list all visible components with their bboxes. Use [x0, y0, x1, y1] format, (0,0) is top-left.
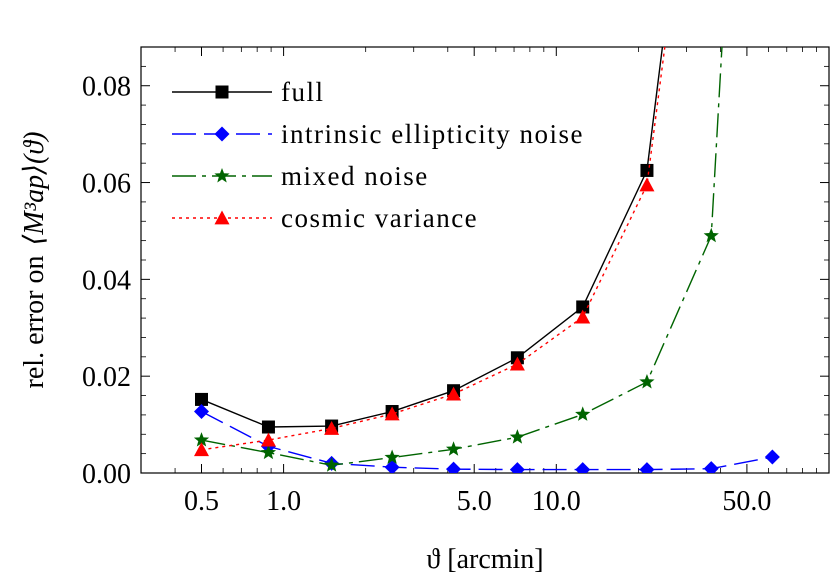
svg-text:rel. error on⟨M³ap⟩(ϑ): rel. error on ⟨M³ap⟩(ϑ): [19, 132, 50, 389]
legend-item-cosmic-variance: cosmic variance: [172, 203, 478, 233]
data-point-intrinsic-ellipticity-noise: [764, 449, 780, 465]
x-tick-label: 10.0: [532, 486, 581, 517]
legend-label-mixed-noise: mixed noise: [281, 161, 429, 191]
data-point-cosmic-variance: [639, 177, 655, 192]
data-point-cosmic-variance: [193, 442, 209, 457]
data-point-cosmic-variance: [260, 432, 276, 447]
y-axis-title: rel. error on ⟨M³ap⟩(ϑ): [19, 132, 50, 389]
series-line-mixed-noise: [201, 47, 723, 466]
legend-marker-intrinsic-ellipticity-noise: [214, 126, 230, 142]
data-point-mixed-noise: [639, 373, 655, 389]
data-point-intrinsic-ellipticity-noise: [193, 404, 209, 420]
data-point-mixed-noise: [509, 429, 525, 444]
data-point-mixed-noise: [703, 227, 719, 243]
data-point-mixed-noise: [445, 441, 462, 456]
x-tick-label: 50.0: [722, 486, 771, 517]
x-tick-label: 1.0: [266, 486, 301, 517]
data-point-mixed-noise: [324, 457, 340, 472]
data-point-intrinsic-ellipticity-noise: [575, 462, 591, 473]
data-point-intrinsic-ellipticity-noise: [703, 461, 719, 473]
series-line-intrinsic-ellipticity-noise: [201, 410, 773, 471]
legend-label-cosmic-variance: cosmic variance: [281, 203, 478, 233]
data-point-mixed-noise: [384, 449, 400, 464]
data-point-intrinsic-ellipticity-noise: [639, 462, 655, 473]
data-point-mixed-noise: [193, 432, 210, 447]
y-tick-label: 0.02: [82, 362, 131, 393]
data-point-cosmic-variance: [446, 386, 462, 401]
y-tick-label: 0.00: [82, 459, 131, 490]
series-mixed-noise: [193, 47, 723, 472]
series-group: [193, 47, 780, 473]
series-full: [194, 47, 664, 434]
legend-marker-cosmic-variance: [214, 210, 230, 225]
legend-label-full: full: [281, 77, 325, 107]
data-point-cosmic-variance: [509, 356, 525, 371]
data-point-full: [640, 163, 654, 177]
data-point-mixed-noise: [260, 444, 277, 460]
x-axis-title: ϑ [arcmin]: [426, 544, 543, 575]
data-point-cosmic-variance: [575, 309, 591, 324]
legend: full intrinsic ellipticity noise mixed noi…: [172, 77, 584, 233]
y-tick-label: 0.04: [82, 265, 131, 296]
data-point-full: [194, 392, 208, 406]
data-point-mixed-noise: [575, 406, 591, 421]
data-point-full: [576, 300, 590, 314]
series-intrinsic-ellipticity-noise: [193, 404, 780, 473]
y-axis-title-prefix: rel. error on: [19, 256, 50, 389]
data-point-cosmic-variance: [324, 420, 340, 435]
series-line-full: [201, 47, 664, 428]
data-point-full: [261, 420, 275, 434]
y-tick-label: 0.08: [82, 72, 131, 103]
legend-item-mixed-noise: mixed noise: [172, 161, 429, 191]
data-point-intrinsic-ellipticity-noise: [384, 459, 400, 473]
y-axis-title-math: ⟨M³ap⟩(ϑ): [19, 132, 50, 246]
series-cosmic-variance: [193, 47, 666, 457]
series-line-cosmic-variance: [201, 47, 666, 451]
legend-marker-full: [215, 85, 229, 99]
legend-item-intrinsic-ellipticity-noise: intrinsic ellipticity noise: [172, 119, 584, 149]
data-point-intrinsic-ellipticity-noise: [446, 461, 462, 473]
axis-frame-group: 0.00 0.02 0.04 0.06 0.08 0.5 1.0 5.0 10.0 50.0: [82, 46, 830, 517]
plot-frame: [140, 46, 830, 474]
data-point-cosmic-variance: [384, 406, 400, 421]
data-point-intrinsic-ellipticity-noise: [509, 462, 525, 473]
legend-item-full: full: [172, 77, 325, 107]
legend-label-intrinsic-ellipticity-noise: intrinsic ellipticity noise: [281, 119, 584, 149]
x-tick-label: 0.5: [184, 486, 219, 517]
y-tick-label: 0.06: [82, 169, 131, 200]
x-tick-label: 5.0: [457, 486, 492, 517]
legend-marker-mixed-noise: [214, 168, 230, 183]
